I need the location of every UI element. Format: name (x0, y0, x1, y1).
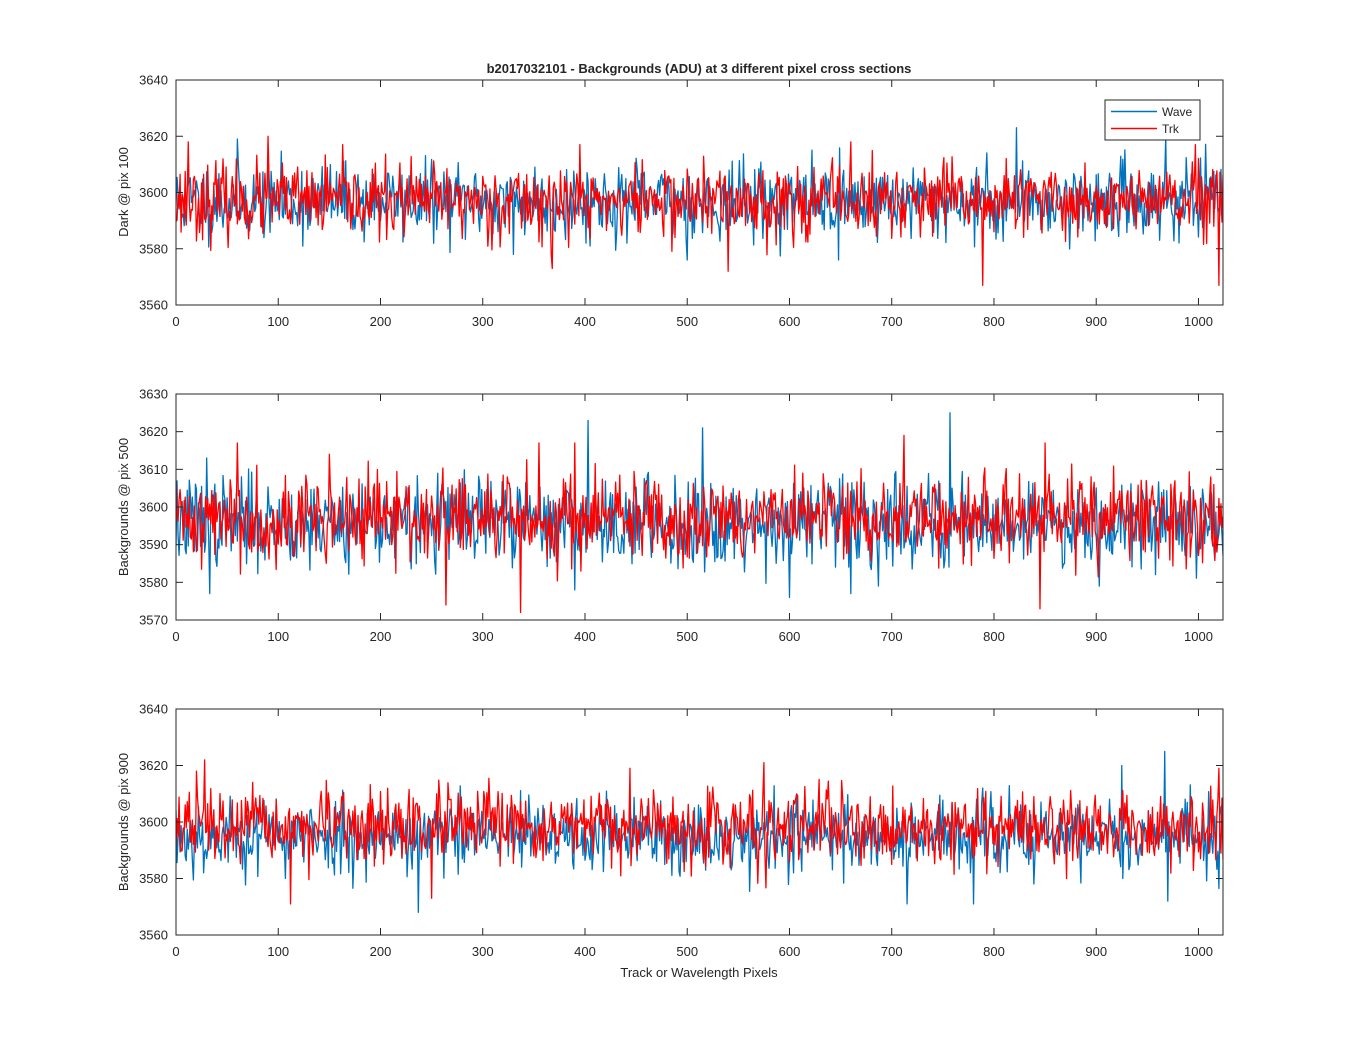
x-tick-label: 1000 (1184, 314, 1213, 329)
x-tick-label: 900 (1085, 944, 1107, 959)
x-tick-label: 700 (881, 629, 903, 644)
plot-area (175, 393, 1224, 621)
y-tick-label: 3620 (139, 424, 168, 439)
y-tick-label: 3590 (139, 537, 168, 552)
plot-area (175, 708, 1224, 936)
x-tick-label: 0 (172, 944, 179, 959)
x-tick-label: 200 (370, 629, 392, 644)
y-tick-labels: 3560 3580 3600 3620 3640 (139, 73, 168, 313)
y-tick-label: 3560 (139, 928, 168, 943)
x-tick-labels: 0 100 200 300 400 500 600 700 800 900 1000 (172, 314, 1213, 329)
x-tick-label: 1000 (1184, 944, 1213, 959)
y-tick-label: 3580 (139, 575, 168, 590)
x-tick-label: 800 (983, 944, 1005, 959)
y-tick-label: 3640 (139, 702, 168, 717)
y-tick-label: 3630 (139, 387, 168, 402)
x-tick-label: 500 (676, 944, 698, 959)
series-line-wave (176, 412, 1223, 599)
x-tick-label: 100 (267, 944, 289, 959)
x-tick-label: 900 (1085, 629, 1107, 644)
y-tick-label: 3560 (139, 298, 168, 313)
x-tick-label: 0 (172, 314, 179, 329)
y-tick-label: 3640 (139, 73, 168, 88)
x-tick-labels: 0 100 200 300 400 500 600 700 800 900 1000 (172, 629, 1213, 644)
x-tick-label: 600 (779, 314, 801, 329)
x-tick-label: 400 (574, 314, 596, 329)
legend: Wave Trk (1104, 99, 1201, 141)
y-tick-labels: 3560 3580 3600 3620 3640 (139, 702, 168, 943)
legend-label-wave: Wave (1162, 105, 1193, 119)
x-tick-label: 700 (881, 944, 903, 959)
x-tick-label: 500 (676, 629, 698, 644)
y-axis-label: Backgrounds @ pix 900 (116, 753, 131, 891)
x-tick-label: 800 (983, 629, 1005, 644)
chart-title: b2017032101 - Backgrounds (ADU) at 3 dif… (487, 61, 912, 76)
series-line-trk (176, 434, 1223, 614)
axes-box (176, 394, 1223, 620)
series-line-trk (176, 135, 1223, 286)
y-tick-label: 3610 (139, 462, 168, 477)
x-tick-label: 300 (472, 629, 494, 644)
x-tick-label: 600 (779, 944, 801, 959)
y-tick-labels: 3570 3580 3590 3600 3610 3620 3630 (139, 387, 168, 628)
x-tick-label: 0 (172, 629, 179, 644)
panel-dark-pix-100: 3560 3580 3600 3620 3640 0 100 200 300 400 500 600… (116, 61, 1224, 329)
x-tick-label: 900 (1085, 314, 1107, 329)
x-tick-label: 400 (574, 944, 596, 959)
y-tick-label: 3600 (139, 500, 168, 515)
axes-box (176, 709, 1223, 935)
y-tick-label: 3570 (139, 613, 168, 628)
series-line-trk (176, 759, 1223, 905)
plot-area (175, 79, 1224, 306)
legend-box (1104, 99, 1201, 141)
x-tick-labels: 0 100 200 300 400 500 600 700 800 900 1000 (172, 944, 1213, 959)
x-tick-label: 100 (267, 314, 289, 329)
y-tick-label: 3600 (139, 185, 168, 200)
y-axis-label: Dark @ pix 100 (116, 147, 131, 237)
x-tick-label: 800 (983, 314, 1005, 329)
y-tick-label: 3620 (139, 758, 168, 773)
y-axis-label: Backgrounds @ pix 500 (116, 438, 131, 576)
panel-backgrounds-pix-500: 3570 3580 3590 3600 3610 3620 3630 0 100 200 300 4… (116, 387, 1224, 644)
x-tick-label: 300 (472, 944, 494, 959)
x-tick-label: 600 (779, 629, 801, 644)
x-tick-label: 700 (881, 314, 903, 329)
x-tick-label: 200 (370, 314, 392, 329)
x-tick-label: 400 (574, 629, 596, 644)
legend-label-trk: Trk (1162, 122, 1180, 136)
x-tick-label: 100 (267, 629, 289, 644)
x-tick-label: 200 (370, 944, 392, 959)
x-tick-label: 1000 (1184, 629, 1213, 644)
y-tick-label: 3580 (139, 241, 168, 256)
x-axis-label: Track or Wavelength Pixels (620, 965, 778, 980)
y-tick-label: 3600 (139, 815, 168, 830)
x-tick-label: 300 (472, 314, 494, 329)
panel-backgrounds-pix-900: 3560 3580 3600 3620 3640 0 100 200 300 400 500 600… (116, 702, 1224, 980)
y-tick-label: 3620 (139, 129, 168, 144)
y-tick-label: 3580 (139, 871, 168, 886)
series-line-wave (176, 750, 1223, 914)
x-tick-label: 500 (676, 314, 698, 329)
